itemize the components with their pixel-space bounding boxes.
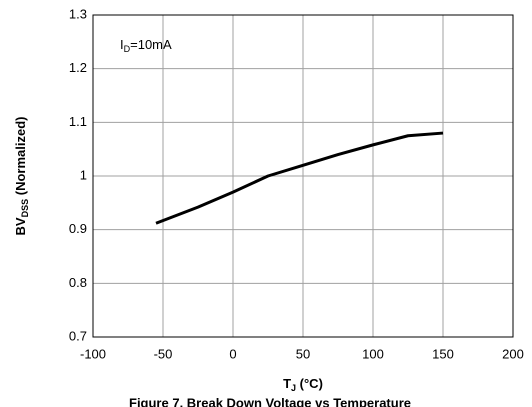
y-tick-label: 0.9	[69, 221, 87, 236]
x-tick-label: -50	[154, 346, 173, 361]
y-tick-label: 1.1	[69, 114, 87, 129]
x-tick-label: 200	[502, 346, 524, 361]
y-tick-label: 1	[80, 167, 87, 182]
annotation: ID=10mA	[120, 37, 172, 54]
plot-border	[92, 14, 514, 338]
data-line	[155, 131, 444, 225]
x-tick-label: -100	[80, 346, 106, 361]
x-tick-label: 100	[362, 346, 384, 361]
y-axis-label: BVDSS (Normalized)	[13, 117, 30, 236]
y-tick-label: 1.2	[69, 60, 87, 75]
caption: Figure 7. Break Down Voltage vs Temperat…	[129, 395, 411, 407]
x-tick-label: 0	[229, 346, 236, 361]
x-tick-label: 50	[296, 346, 310, 361]
y-tick-label: 1.3	[69, 6, 87, 21]
y-tick-label: 0.8	[69, 275, 87, 290]
x-tick-label: 150	[432, 346, 454, 361]
x-axis-label: TJ (°C)	[283, 376, 323, 393]
y-tick-label: 0.7	[69, 328, 87, 343]
